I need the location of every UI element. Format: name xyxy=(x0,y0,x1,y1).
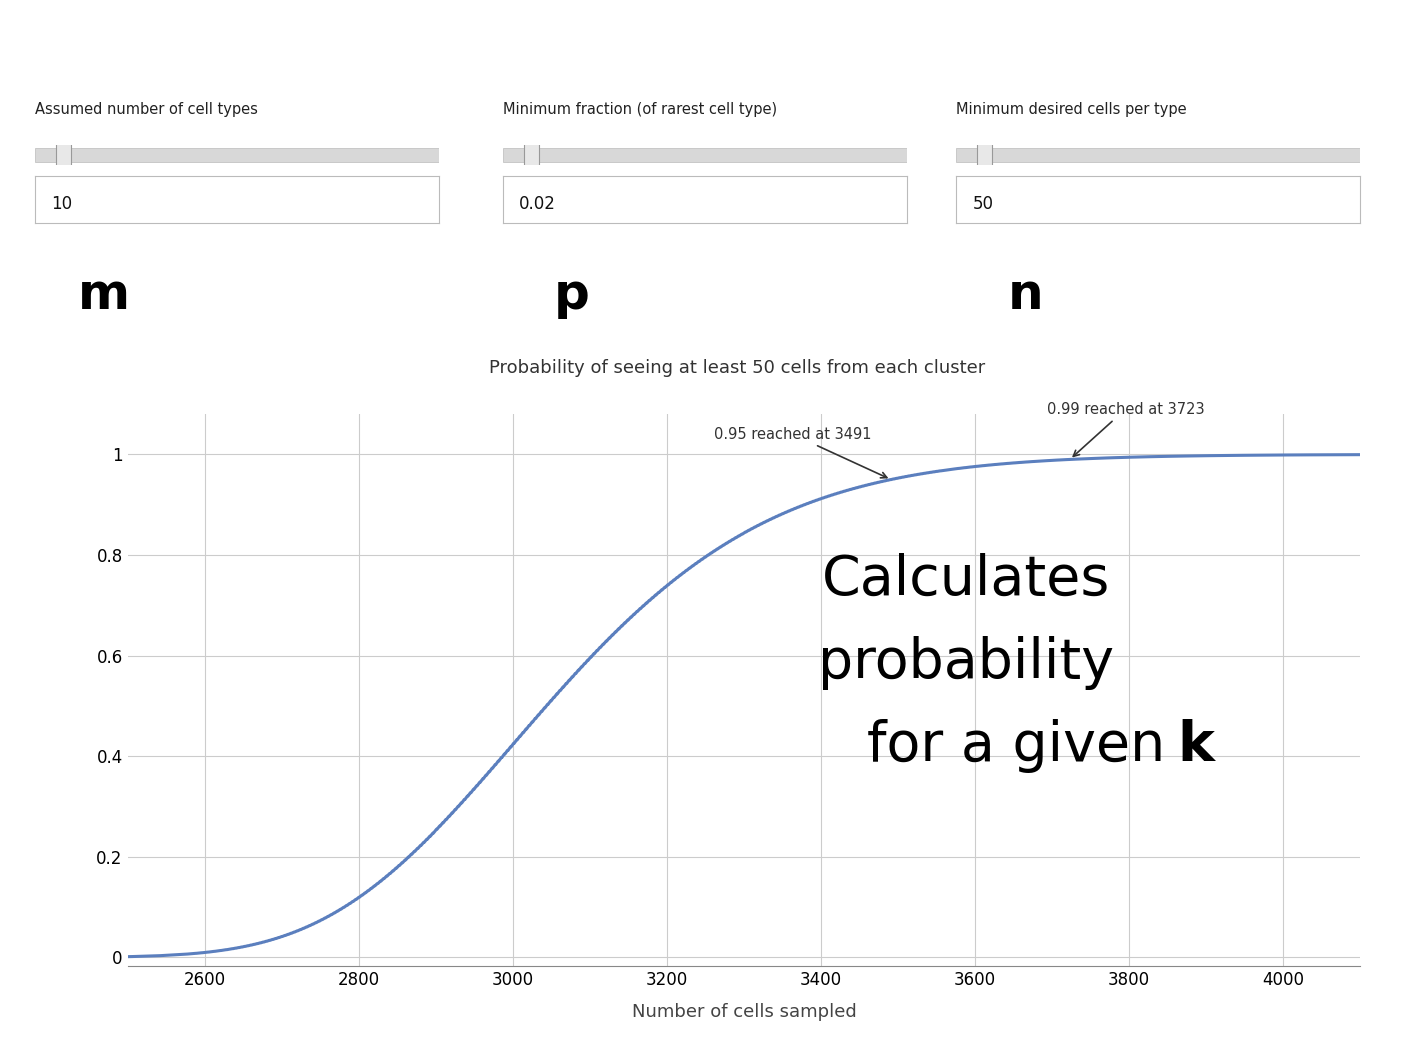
Bar xyxy=(524,141,538,169)
Text: m: m xyxy=(78,271,130,319)
Text: Minimum desired cells per type: Minimum desired cells per type xyxy=(956,102,1187,117)
X-axis label: Number of cells sampled: Number of cells sampled xyxy=(632,1004,856,1022)
Text: p: p xyxy=(554,271,589,319)
Text: probability: probability xyxy=(818,636,1114,689)
Text: k: k xyxy=(1178,719,1214,772)
Text: 0.02: 0.02 xyxy=(519,195,555,213)
Text: Assumed number of cell types: Assumed number of cell types xyxy=(35,102,258,117)
Text: for a given: for a given xyxy=(867,719,1183,772)
Bar xyxy=(35,149,439,161)
Text: 0.99 reached at 3723: 0.99 reached at 3723 xyxy=(1047,401,1204,457)
Text: Probability of seeing at least 50 cells from each cluster: Probability of seeing at least 50 cells … xyxy=(489,359,985,377)
Bar xyxy=(57,141,71,169)
Text: 0.95 reached at 3491: 0.95 reached at 3491 xyxy=(714,427,887,478)
Text: Calculates: Calculates xyxy=(822,553,1110,606)
Text: 10: 10 xyxy=(51,195,72,213)
Text: Minimum fraction (of rarest cell type): Minimum fraction (of rarest cell type) xyxy=(503,102,777,117)
Bar xyxy=(978,141,992,169)
Bar xyxy=(503,149,907,161)
Text: n: n xyxy=(1007,271,1043,319)
Bar xyxy=(956,149,1360,161)
Text: 50: 50 xyxy=(972,195,993,213)
